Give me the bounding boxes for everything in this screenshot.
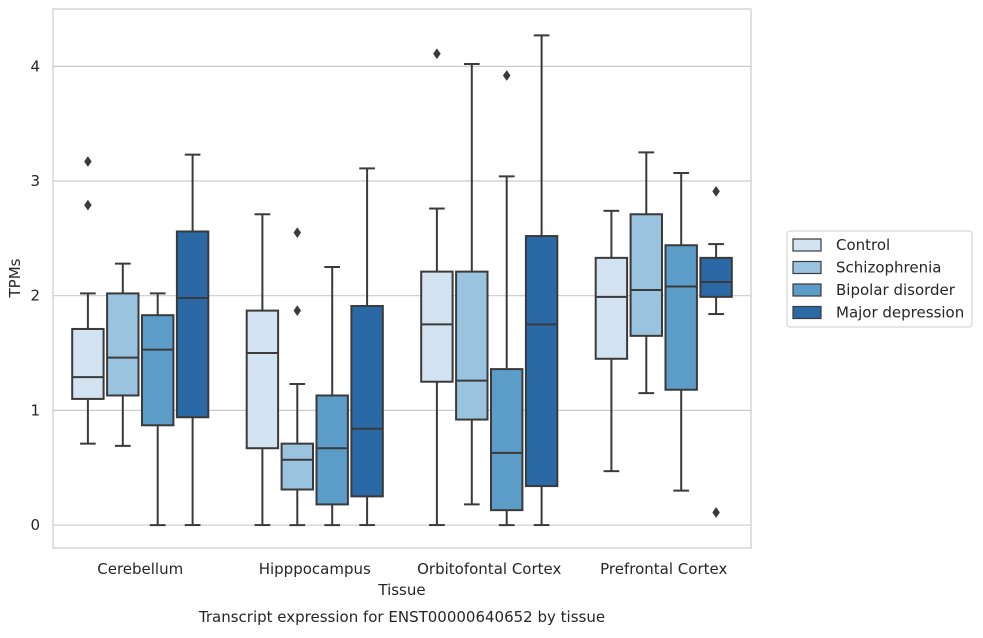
box-group: [350, 167, 384, 527]
box: [245, 309, 280, 450]
outlier-point: [712, 185, 720, 197]
box: [524, 235, 559, 488]
y-tick-label: 0: [30, 516, 40, 534]
box: [71, 327, 105, 400]
y-tick-label: 4: [30, 57, 40, 75]
box: [594, 256, 629, 360]
y-tick-label: 2: [30, 287, 40, 305]
box-group: [420, 48, 454, 527]
x-tick-labels: Cerebellum Hipppocampus Orbitofontal Corte…: [97, 560, 727, 578]
box: [280, 442, 315, 491]
y-tick-label: 3: [30, 172, 40, 190]
y-tick-label: 1: [30, 401, 40, 419]
outlier-point: [84, 156, 92, 167]
chart-caption: Transcript expression for ENST0000064065…: [198, 608, 605, 626]
box-group: [489, 70, 524, 527]
legend-label: Control: [836, 236, 890, 254]
box: [629, 213, 664, 337]
legend-swatch: [792, 305, 822, 320]
legend-swatch: [792, 260, 822, 275]
box: [699, 256, 733, 298]
box-group: [524, 34, 559, 527]
outlier-point: [712, 507, 720, 518]
box-group: [106, 262, 140, 447]
legend-label: Major depression: [836, 304, 964, 322]
box: [489, 368, 524, 512]
legend-swatch: [792, 283, 822, 297]
box-group: [315, 266, 349, 527]
legend-swatch: [792, 238, 822, 252]
outlier-point: [84, 199, 92, 211]
outlier-point: [433, 48, 441, 60]
x-tick-label: Orbitofontal Cortex: [417, 560, 561, 578]
box-group: [699, 185, 733, 518]
plot-frame: [52, 8, 752, 549]
outlier-point: [502, 70, 511, 81]
legend-label: Schizophrenia: [836, 259, 941, 277]
box: [350, 305, 384, 498]
x-tick-label: Prefrontal Cortex: [600, 560, 727, 578]
box: [175, 230, 210, 419]
x-axis-label: Tissue: [377, 581, 425, 599]
y-axis-label: TPMs: [6, 258, 24, 298]
y-tick-labels: 0 1 2 3 4: [30, 57, 40, 534]
box: [455, 270, 489, 421]
box-group: [664, 171, 698, 492]
box: [664, 244, 698, 391]
box: [140, 314, 175, 427]
box-group: [140, 292, 175, 527]
box-group: [71, 156, 105, 445]
legend-label: Bipolar disorder: [836, 281, 956, 299]
box: [420, 270, 454, 383]
legend-frame: [786, 230, 973, 328]
box: [315, 394, 349, 506]
box-group: [594, 209, 629, 473]
box-group: [280, 227, 315, 527]
outlier-point: [293, 227, 302, 239]
box-group: [175, 153, 210, 527]
x-tick-label: Hipppocampus: [259, 560, 371, 578]
box-group: [245, 213, 280, 527]
box-group: [629, 151, 664, 395]
x-tick-label: Cerebellum: [97, 560, 183, 578]
legend: Control Schizophrenia Bipolar disorder Majo…: [786, 230, 973, 328]
box-group: [455, 63, 489, 506]
box: [106, 292, 140, 397]
outlier-point: [293, 305, 302, 317]
boxes: [71, 34, 733, 527]
